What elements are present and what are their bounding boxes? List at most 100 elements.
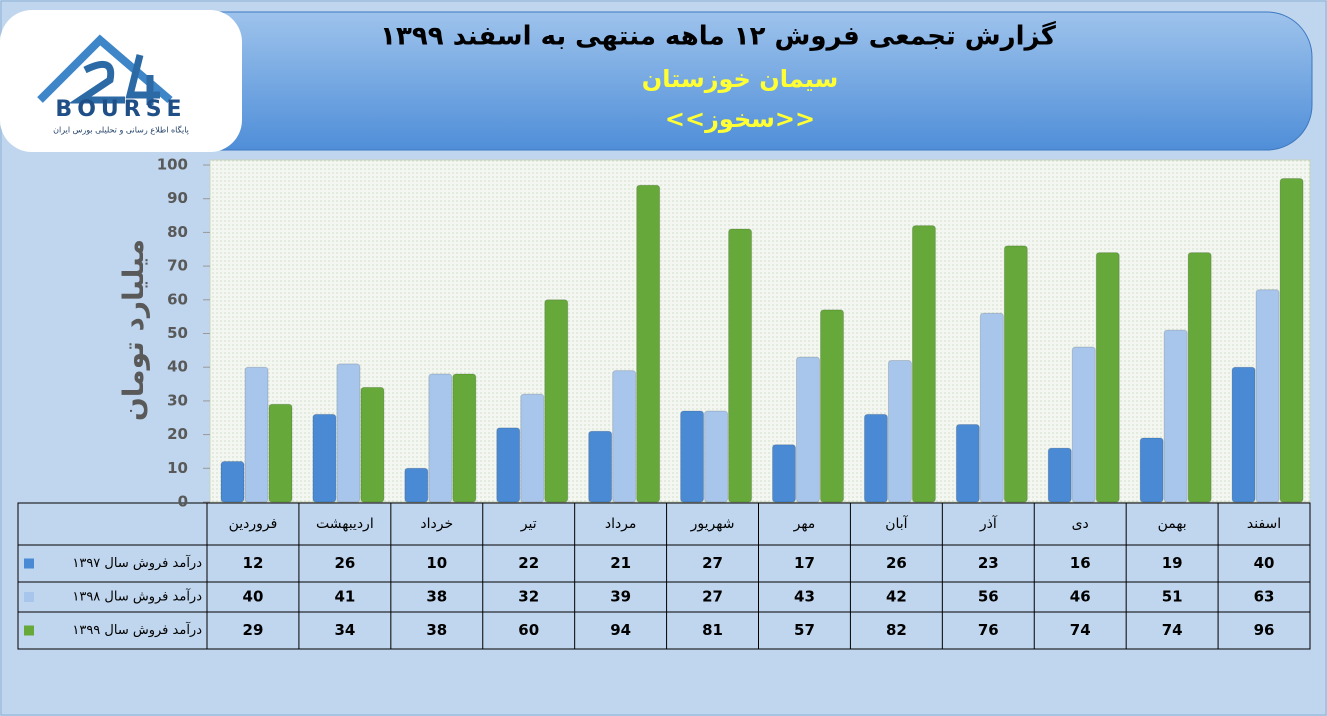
- bar: [796, 356, 820, 503]
- legend-swatch: [24, 592, 34, 602]
- legend-swatch: [24, 558, 34, 569]
- table-value: 82: [886, 621, 907, 639]
- bar: [1071, 346, 1096, 503]
- bar: [244, 366, 269, 503]
- bar: [680, 410, 705, 503]
- bar: [336, 363, 361, 503]
- table-value: 10: [426, 554, 447, 572]
- table-value: 26: [334, 554, 355, 572]
- bar: [1095, 252, 1120, 503]
- table-value: 23: [978, 554, 999, 572]
- logo-box: [0, 10, 242, 152]
- y-tick-label: 30: [167, 391, 188, 409]
- table-value: 63: [1254, 588, 1275, 606]
- x-tick-label: اسفند: [1247, 516, 1281, 532]
- bar: [1163, 329, 1188, 503]
- table-value: 17: [794, 554, 815, 572]
- bar: [887, 359, 912, 503]
- x-tick-label: آبان: [885, 515, 908, 532]
- x-tick-label: مهر: [793, 516, 816, 532]
- ticker: <<سخوز>>: [665, 105, 815, 133]
- table-value: 29: [243, 621, 264, 639]
- legend-label: درآمد فروش سال ۱۳۹۹: [72, 621, 202, 638]
- x-tick-label: دی: [1072, 516, 1089, 532]
- table-value: 43: [794, 588, 815, 606]
- y-tick-label: 0: [178, 493, 188, 511]
- table-value: 74: [1070, 621, 1091, 639]
- table-value: 57: [794, 621, 815, 639]
- table-value: 19: [1162, 554, 1183, 572]
- table-value: 38: [426, 621, 447, 639]
- y-tick-label: 60: [167, 290, 188, 308]
- plot-area: [209, 159, 1311, 503]
- table-value: 60: [518, 621, 539, 639]
- table-value: 34: [334, 621, 355, 639]
- x-tick-label: خرداد: [420, 516, 453, 532]
- table-value: 40: [243, 588, 264, 606]
- table-value: 51: [1162, 588, 1183, 606]
- bar: [588, 430, 613, 503]
- bar: [955, 423, 980, 503]
- table-value: 22: [518, 554, 539, 572]
- bar: [1047, 447, 1072, 503]
- x-tick-label: بهمن: [1158, 516, 1187, 532]
- bar: [728, 228, 753, 503]
- legend-label: درآمد فروش سال ۱۳۹۸: [72, 588, 202, 605]
- y-tick-label: 70: [167, 257, 188, 275]
- y-tick-label: 80: [167, 223, 188, 241]
- table-value: 76: [978, 621, 999, 639]
- x-tick-label: فروردین: [229, 516, 278, 532]
- logo-mark: [37, 34, 173, 105]
- x-tick-label: مرداد: [605, 516, 637, 532]
- bar: [772, 444, 796, 503]
- bar: [1003, 245, 1028, 503]
- table-value: 40: [1254, 554, 1275, 572]
- logo-tagline: پایگاه اطلاع رسانی و تحلیلی بورس ایران: [53, 125, 189, 135]
- bar: [979, 312, 1004, 503]
- x-tick-label: اردیبهشت: [316, 516, 374, 532]
- y-tick-label: 10: [167, 459, 188, 477]
- table-value: 21: [610, 554, 631, 572]
- bar: [268, 403, 293, 503]
- y-tick-label: 40: [167, 358, 188, 376]
- bar: [820, 309, 844, 503]
- y-tick-label: 20: [167, 425, 188, 443]
- bar: [704, 410, 729, 503]
- bar: [544, 299, 569, 503]
- chart-subtitle: سیمان خوزستان: [642, 65, 838, 93]
- legend-label: درآمد فروش سال ۱۳۹۷: [72, 554, 202, 571]
- bar: [428, 373, 453, 503]
- x-tick-label: آذر: [979, 515, 998, 532]
- x-tick-label: شهریور: [690, 516, 735, 532]
- data-table: [17, 502, 1311, 650]
- bar: [1279, 177, 1304, 503]
- x-tick-label: تیر: [520, 516, 537, 532]
- y-axis-label: میلیارد تومان: [117, 239, 150, 421]
- bar: [911, 225, 936, 503]
- table-value: 38: [426, 588, 447, 606]
- table-value: 46: [1070, 588, 1091, 606]
- bar: [452, 373, 477, 503]
- table-value: 27: [702, 554, 723, 572]
- bar: [360, 386, 385, 503]
- y-tick-label: 50: [167, 324, 188, 342]
- chart-title: گزارش تجمعی فروش ۱۲ ماهه منتهی به اسفند …: [380, 21, 1057, 52]
- table-value: 41: [334, 588, 355, 606]
- bar: [1231, 366, 1256, 503]
- bar: [1139, 437, 1164, 503]
- legend-swatch: [24, 625, 34, 636]
- bar: [220, 461, 245, 503]
- table-value: 74: [1162, 621, 1183, 639]
- bar: [496, 427, 521, 503]
- table-value: 12: [243, 554, 264, 572]
- table-value: 27: [702, 588, 723, 606]
- table-value: 32: [518, 588, 539, 606]
- y-tick-label: 100: [157, 156, 188, 174]
- bar: [636, 184, 661, 503]
- table-value: 16: [1070, 554, 1091, 572]
- table-value: 26: [886, 554, 907, 572]
- bar: [312, 413, 337, 503]
- logo-brand: BOURSE: [55, 97, 186, 122]
- bar: [1187, 252, 1212, 503]
- table-value: 56: [978, 588, 999, 606]
